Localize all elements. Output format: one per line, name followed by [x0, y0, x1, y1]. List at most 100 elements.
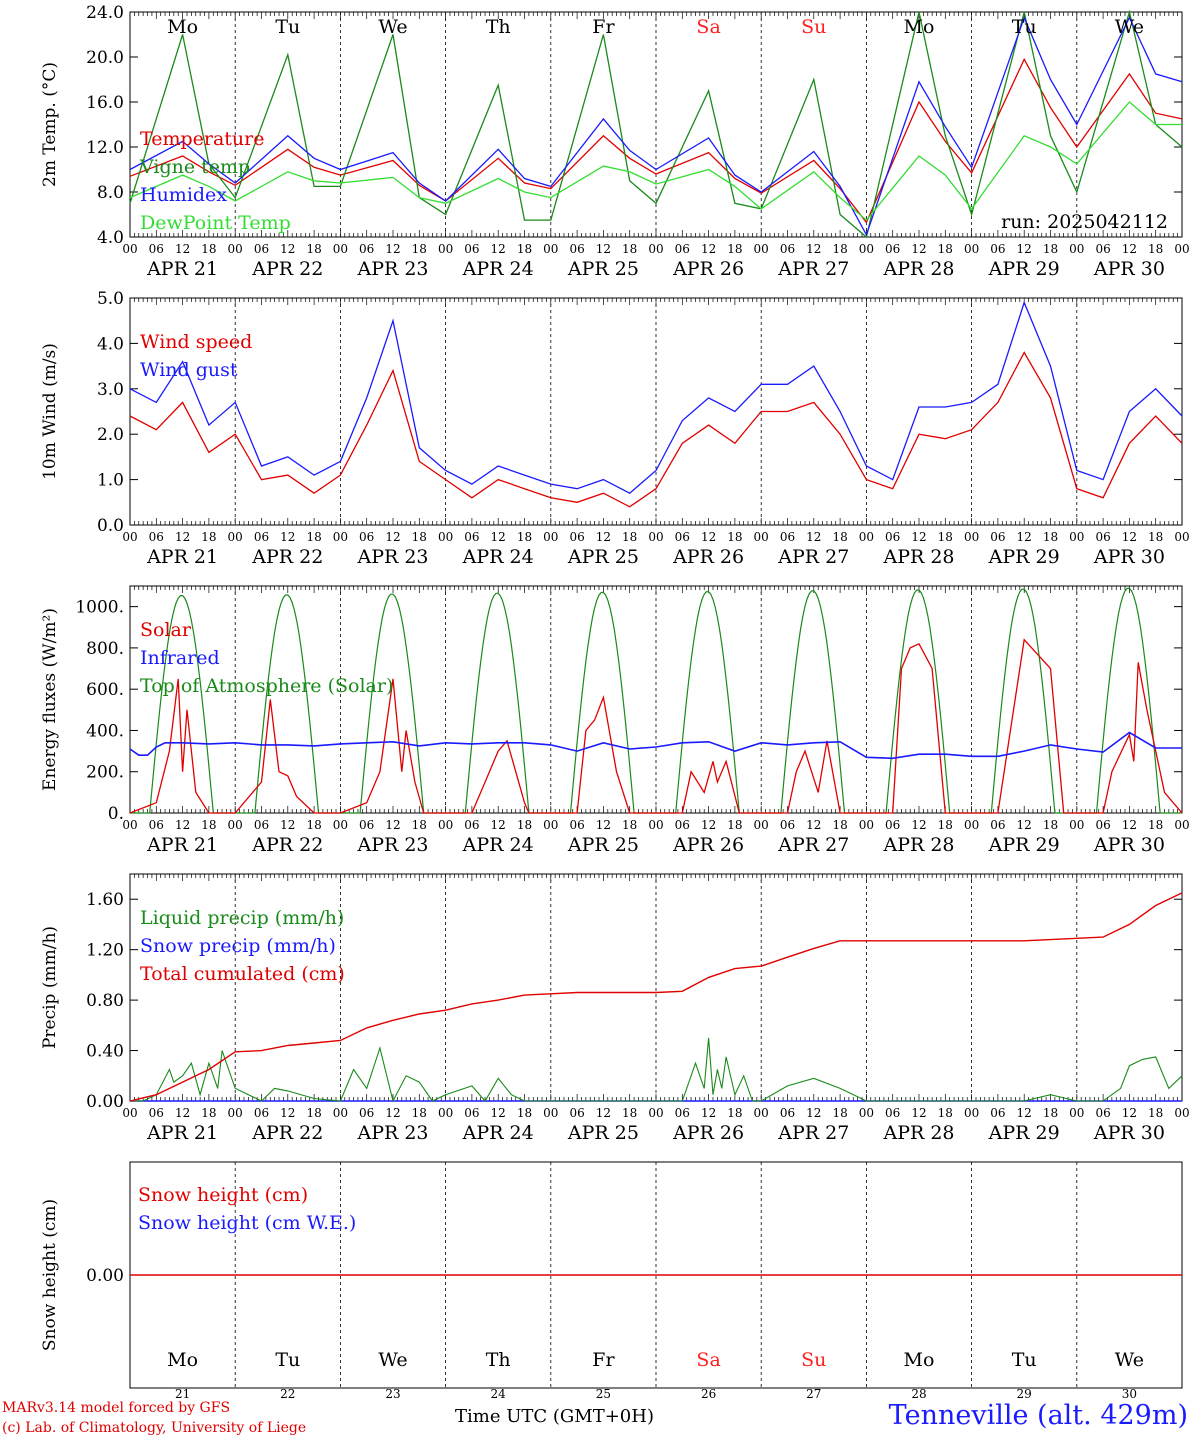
legend-entry: Snow height (cm)	[138, 1184, 308, 1206]
hour-label: 06	[675, 818, 690, 832]
panel-4: 00 06 12 18 00 06 12 18 00 06 12 18 00 06 12 18 00 06 12 18…	[40, 873, 1190, 1144]
hour-label: 00	[122, 530, 137, 544]
hour-label: 00	[543, 530, 558, 544]
hour-label: 06	[569, 1106, 584, 1120]
date-label: APR 23	[356, 834, 428, 856]
date-label: APR 27	[777, 1122, 849, 1144]
y-tick-label: 0.	[108, 804, 124, 824]
hour-label: 00	[964, 530, 979, 544]
hour-label: 06	[359, 818, 374, 832]
hour-label: 06	[254, 1106, 269, 1120]
hour-label: 18	[938, 1106, 953, 1120]
time-axis-label: Time UTC (GMT+0H)	[455, 1406, 654, 1427]
y-tick-label: 800.	[86, 639, 124, 659]
hour-label: 12	[911, 530, 926, 544]
hour-label: 00	[1069, 530, 1084, 544]
date-label: APR 25	[567, 546, 639, 568]
hour-label: 00	[648, 530, 663, 544]
y-tick-label: 1000.	[75, 598, 124, 618]
weekday-label: Su	[801, 1349, 826, 1371]
date-label: APR 23	[356, 258, 428, 280]
panel-5: 0.00 Snow height (cm) Snow height (cm) Snow…	[40, 1161, 1183, 1401]
weekday-label: Su	[801, 16, 826, 38]
y-tick-label: 400.	[86, 721, 124, 741]
legend-entry: Infrared	[140, 647, 220, 669]
series-line-temperature	[129, 57, 1183, 224]
date-label: APR 24	[462, 1122, 534, 1144]
hour-label: 00	[1069, 818, 1084, 832]
hour-label: 18	[938, 818, 953, 832]
hour-label: 06	[885, 530, 900, 544]
hour-label: 18	[201, 530, 216, 544]
hour-label: 12	[175, 818, 190, 832]
hour-label: 00	[754, 1106, 769, 1120]
hour-label: 00	[1174, 1106, 1189, 1120]
hour-label: 06	[569, 242, 584, 256]
hour-label: 00	[859, 530, 874, 544]
series-line-vigne-temp	[129, 9, 1183, 239]
hour-label: 18	[201, 818, 216, 832]
hour-label: 12	[385, 818, 400, 832]
y-tick-label: 3.0	[97, 380, 124, 400]
date-label: APR 30	[1093, 258, 1165, 280]
hour-label: 06	[149, 818, 164, 832]
model-credit: MARv3.14 model forced by GFS	[2, 1400, 231, 1416]
legend-entry: Total cumulated (cm)	[140, 963, 345, 985]
weekday-label: We	[1115, 16, 1144, 38]
y-tick-label: 0.00	[86, 1266, 124, 1286]
hour-label: 00	[333, 530, 348, 544]
hour-label: 12	[280, 818, 295, 832]
hour-label: 12	[911, 242, 926, 256]
hour-label: 00	[122, 818, 137, 832]
hour-label: 18	[201, 242, 216, 256]
hour-label: 00	[648, 242, 663, 256]
hour-label: 06	[464, 530, 479, 544]
hour-label: 12	[385, 530, 400, 544]
hour-label: 06	[1095, 242, 1110, 256]
weekday-label: Mo	[904, 1349, 935, 1371]
hour-label: 00	[543, 1106, 558, 1120]
legend-entry: Snow height (cm W.E.)	[138, 1212, 356, 1234]
hour-label: 12	[911, 818, 926, 832]
date-label: APR 24	[462, 258, 534, 280]
date-label: APR 27	[777, 258, 849, 280]
weekday-label: Tu	[275, 1349, 300, 1371]
hour-label: 00	[964, 818, 979, 832]
y-axis-label: 2m Temp. (°C)	[40, 62, 60, 187]
hour-label: 18	[517, 242, 532, 256]
hour-label: 12	[175, 530, 190, 544]
weekday-label: Mo	[904, 16, 935, 38]
hour-label: 00	[1069, 1106, 1084, 1120]
series-line-humidex	[129, 15, 1183, 237]
date-label: APR 22	[251, 834, 323, 856]
weekday-label: Sa	[696, 1349, 720, 1371]
hour-label: 00	[859, 818, 874, 832]
hour-label: 00	[964, 1106, 979, 1120]
hour-label: 18	[517, 818, 532, 832]
y-axis-label: 10m Wind (m/s)	[40, 343, 60, 480]
legend-entry: DewPoint Temp	[140, 212, 291, 234]
hour-label: 18	[832, 818, 847, 832]
hour-label: 06	[464, 242, 479, 256]
date-label: APR 29	[988, 546, 1060, 568]
hour-label: 00	[438, 242, 453, 256]
hour-label: 12	[175, 1106, 190, 1120]
date-label: APR 25	[567, 1122, 639, 1144]
hour-label: 18	[306, 242, 321, 256]
hour-label: 18	[622, 1106, 637, 1120]
y-tick-label: 4.0	[97, 334, 124, 354]
date-label: APR 21	[146, 258, 218, 280]
date-label: APR 22	[251, 546, 323, 568]
y-tick-label: 0.40	[86, 1042, 124, 1062]
hour-label: 12	[701, 530, 716, 544]
day-number-label: 21	[175, 1387, 190, 1401]
hour-label: 12	[280, 530, 295, 544]
day-number-label: 25	[596, 1387, 611, 1401]
date-label: APR 28	[882, 1122, 954, 1144]
y-tick-label: 0.80	[86, 991, 124, 1011]
day-number-label: 27	[806, 1387, 821, 1401]
series-line-wind-speed	[129, 351, 1183, 508]
hour-label: 00	[228, 818, 243, 832]
legend-entry: Liquid precip (mm/h)	[140, 907, 344, 929]
